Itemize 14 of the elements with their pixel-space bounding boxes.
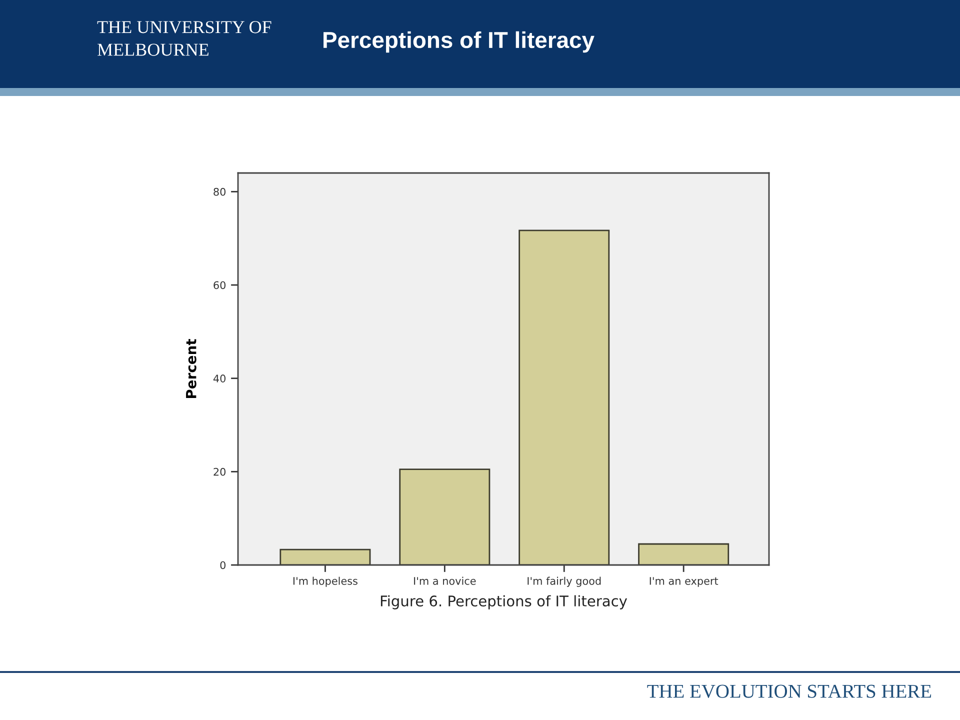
y-tick-label: 0 [220, 561, 226, 570]
x-tick-label: I'm hopeless [293, 576, 358, 587]
y-tick-label: 40 [213, 374, 226, 382]
y-axis-title: Percent [186, 339, 196, 398]
x-tick-label: I'm fairly good [528, 576, 601, 587]
text: THE UNIVERSITY OF MELBOURNE [97, 21, 272, 56]
x-axis-title: Figure 6. Perceptions of IT literacy [380, 595, 628, 610]
x-tick-label: I'm a novice [414, 576, 476, 585]
text: THE EVOLUTION STARTS HERE [647, 684, 932, 698]
x-tick-label: I'm an expert [650, 577, 718, 587]
y-tick-label: 20 [214, 468, 226, 476]
y-tick-label: 80 [214, 188, 226, 196]
y-tick-label: 60 [214, 281, 226, 290]
chart-title: Perceptions of IT literacy [324, 31, 594, 53]
